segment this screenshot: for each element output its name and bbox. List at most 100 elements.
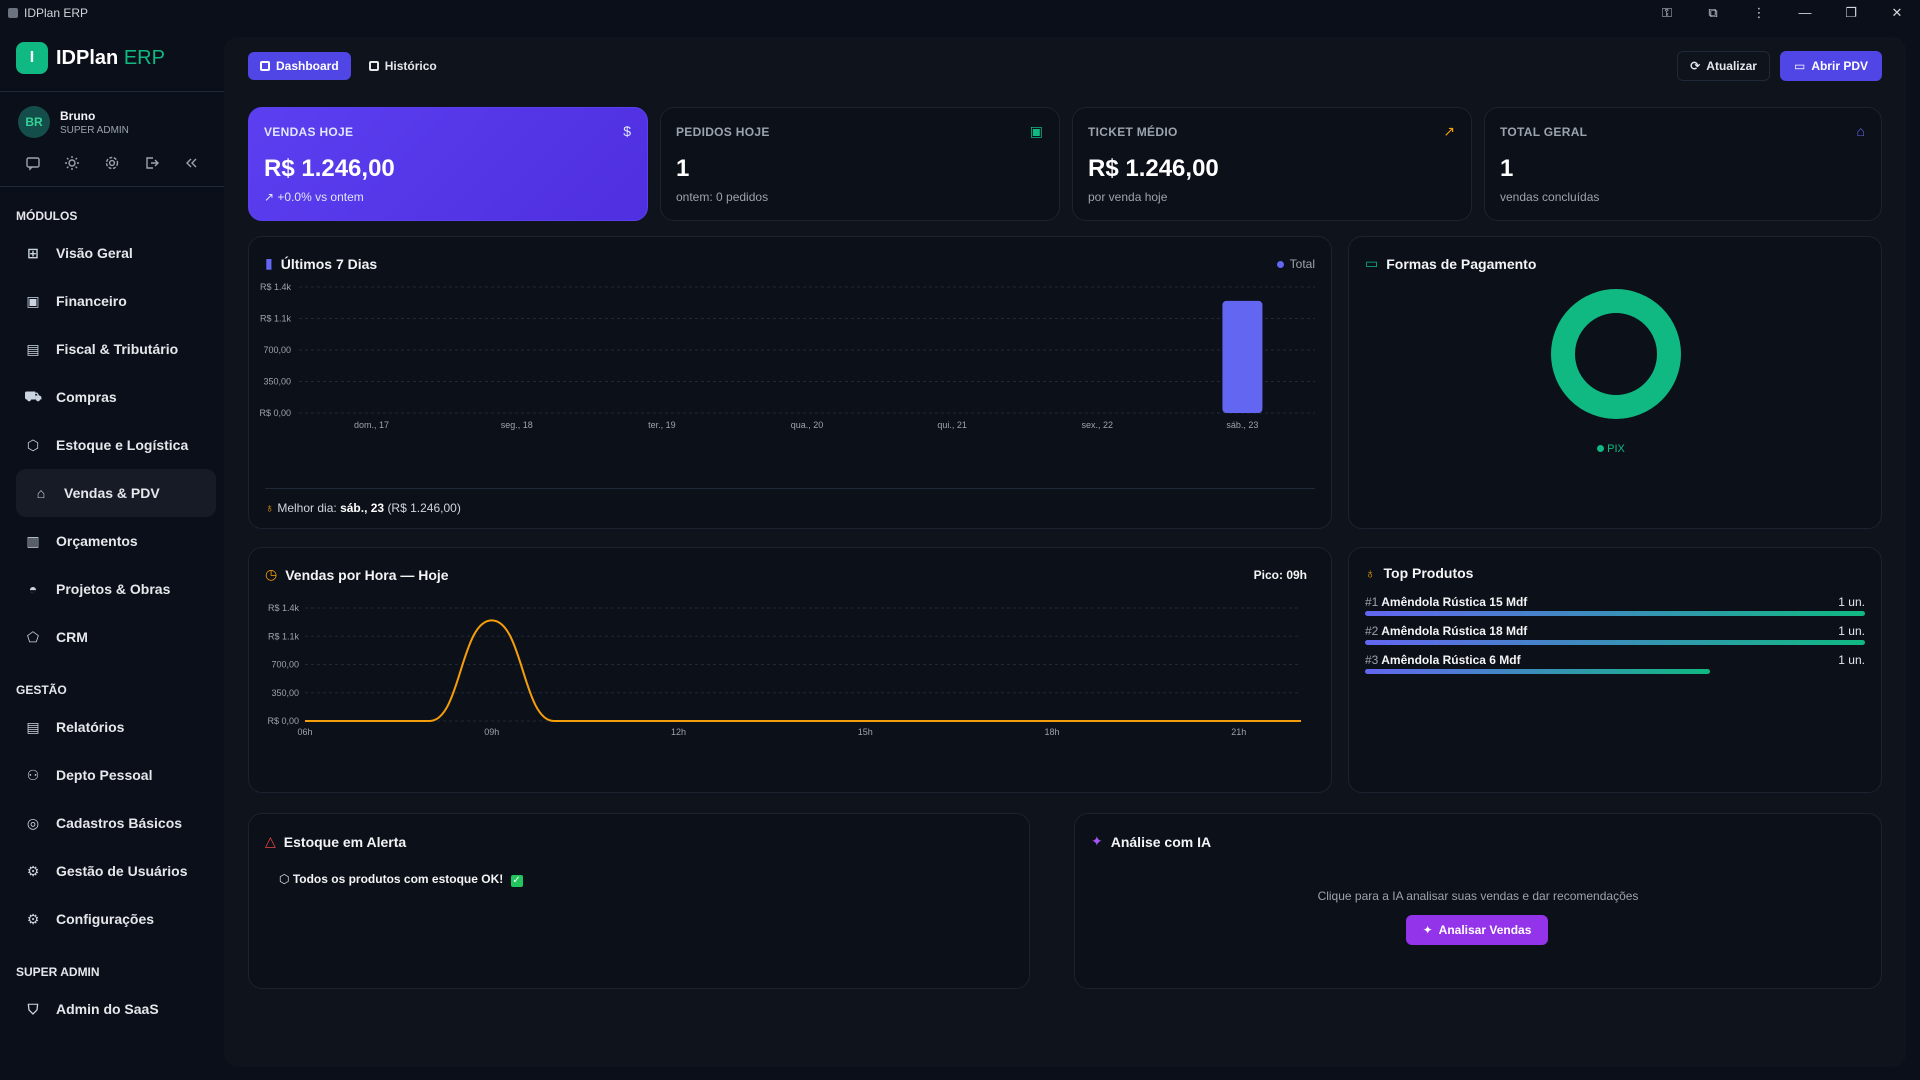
x-tick-label: qui., 21 — [937, 420, 967, 430]
product-name: #2 Amêndola Rústica 18 Mdf — [1365, 624, 1528, 638]
product-row: #1 Amêndola Rústica 15 Mdf 1 un. — [1365, 595, 1865, 619]
sidebar-item-admin-do-saas[interactable]: ⛉ Admin do SaaS — [0, 985, 224, 1033]
bar-chart: R$ 0,00 350,00 700,00 R$ 1.1k R$ 1.4k dom., 1… — [259, 282, 1315, 430]
legend-label: Total — [1289, 257, 1315, 271]
x-tick-label: 09h — [484, 727, 499, 737]
kpi-label: PEDIDOS HOJE — [676, 125, 770, 139]
sidebar-item-visao-geral[interactable]: ⊞ Visão Geral — [0, 229, 224, 277]
kpi-label: TICKET MÉDIO — [1088, 125, 1178, 139]
y-tick-label: R$ 1.4k — [260, 282, 292, 292]
donut-chart — [1551, 289, 1681, 419]
sidebar-item-vendas-pdv[interactable]: ⌂ Vendas & PDV — [16, 469, 216, 517]
sidebar-item-label: Cadastros Básicos — [56, 815, 183, 831]
user-name: Bruno — [60, 108, 96, 123]
sidebar-item-cadastros-basicos[interactable]: ◎ Cadastros Básicos — [0, 799, 224, 847]
main-panel: Dashboard Histórico ⟳ Atualizar ▭ Abrir PD… — [224, 37, 1906, 1067]
series-line — [304, 619, 1301, 722]
gear-icon[interactable] — [103, 154, 121, 172]
chart-legend: Total — [1276, 257, 1315, 271]
sidebar-item-gestao-de-usuarios[interactable]: ⚙ Gestão de Usuários — [0, 847, 224, 895]
tab-historico[interactable]: Histórico — [357, 52, 449, 80]
key-icon[interactable]: ⚿ — [1662, 4, 1672, 20]
award-icon: ♁ — [265, 501, 278, 515]
refresh-icon: ⟳ — [1690, 59, 1701, 73]
sidebar-item-orcamentos[interactable]: ▥ Orçamentos — [0, 517, 224, 565]
sidebar-section-title: GESTÃO — [16, 683, 67, 697]
product-rank: #3 — [1365, 653, 1379, 667]
more-vertical-icon[interactable]: ⋮ — [1752, 4, 1766, 20]
topbar: Dashboard Histórico ⟳ Atualizar ▭ Abrir PD… — [248, 51, 1882, 81]
sidebar-section-title: MÓDULOS — [16, 209, 78, 223]
y-tick-label: 350,00 — [271, 688, 299, 698]
y-tick-label: R$ 0,00 — [267, 716, 299, 726]
sidebar-item-depto-pessoal[interactable]: ⚇ Depto Pessoal — [0, 751, 224, 799]
sidebar-item-relatorios[interactable]: ▤ Relatórios — [0, 703, 224, 751]
brand[interactable]: I IDPlan ERP — [0, 25, 224, 91]
sidebar-item-label: Estoque e Logística — [56, 437, 189, 453]
store-icon: ⌂ — [36, 485, 46, 501]
refresh-button[interactable]: ⟳ Atualizar — [1677, 51, 1770, 81]
ai-hint: Clique para a IA analisar suas vendas e … — [1317, 889, 1639, 903]
sidebar-item-label: Admin do SaaS — [56, 1001, 159, 1017]
sidebar-item-label: Configurações — [56, 911, 155, 927]
maximize-button[interactable]: ❐ — [1845, 4, 1857, 20]
sidebar-item-configuracoes[interactable]: ⚙ Configurações — [0, 895, 224, 943]
legend-dot — [1597, 445, 1605, 452]
logout-icon[interactable] — [143, 154, 161, 172]
bar-chart-icon: ▮ — [265, 255, 273, 271]
database-icon: ◎ — [26, 814, 40, 831]
sidebar-item-crm[interactable]: ⬠ CRM — [0, 613, 224, 661]
card-ai-analysis: ✦ Análise com IA Clique para a IA analisa… — [1074, 813, 1882, 989]
extensions-icon[interactable]: ⧉ — [1708, 4, 1718, 20]
tab-dashboard[interactable]: Dashboard — [248, 52, 351, 80]
sun-icon[interactable] — [64, 154, 82, 172]
card-title: ▮ Últimos 7 Dias — [265, 255, 378, 272]
open-pdv-button[interactable]: ▭ Abrir PDV — [1779, 51, 1882, 81]
stock-ok-message: ⬡ Todos os produtos com estoque OK! ✓ — [279, 872, 523, 887]
x-tick-label: dom., 17 — [354, 420, 389, 430]
kpi-value: R$ 1.246,00 — [264, 155, 395, 182]
product-qty: 1 un. — [1838, 595, 1865, 609]
package-icon: ⬡ — [279, 872, 293, 886]
tab-historico-label: Histórico — [384, 59, 437, 73]
sidebar-item-fiscal-tributario[interactable]: ▤ Fiscal & Tributário — [0, 325, 224, 373]
product-name: #3 Amêndola Rústica 6 Mdf — [1365, 653, 1521, 667]
y-tick-label: R$ 1.1k — [268, 631, 300, 641]
window-titlebar: IDPlan ERP ⚿ ⧉ ⋮ — ❐ ✕ — [0, 0, 1920, 25]
divider — [0, 91, 224, 92]
chat-icon[interactable] — [24, 154, 42, 172]
close-button[interactable]: ✕ — [1891, 4, 1903, 20]
user-actions — [0, 146, 224, 186]
y-tick-label: R$ 1.1k — [260, 314, 292, 324]
legend-dot — [1276, 261, 1284, 268]
users-icon: ⚇ — [26, 766, 40, 783]
kpi-value: 1 — [1500, 155, 1514, 182]
sidebar-item-label: Compras — [56, 389, 117, 405]
y-tick-label: 700,00 — [271, 660, 299, 670]
card-last-7-days: ▮ Últimos 7 Dias Total R$ 0,00 350,00 700,0… — [248, 236, 1332, 529]
box-icon: ⬡ — [26, 436, 40, 453]
legend-label: PIX — [1607, 443, 1625, 455]
y-tick-label: 350,00 — [263, 377, 291, 387]
sidebar-nav: MÓDULOS ⊞ Visão Geral ▣ Financeiro ▤ Fiscal & … — [0, 209, 224, 1033]
brand-suffix: ERP — [123, 46, 165, 69]
product-row: #2 Amêndola Rústica 18 Mdf 1 un. — [1365, 624, 1865, 648]
award-icon: ♁ — [1365, 565, 1376, 581]
user-role: SUPER ADMIN — [60, 124, 129, 136]
sidebar-item-projetos-obras[interactable]: ◓ Projetos & Obras — [0, 565, 224, 613]
sidebar-item-label: Orçamentos — [56, 533, 138, 549]
y-tick-label: R$ 1.4k — [268, 603, 300, 613]
trending-up-icon: ↗ — [1443, 123, 1455, 139]
collapse-icon[interactable] — [182, 154, 200, 172]
kpi-label: VENDAS HOJE — [264, 125, 354, 139]
bar — [1222, 300, 1263, 413]
x-tick-label: sex., 22 — [1082, 420, 1114, 430]
sidebar-item-compras[interactable]: ⛟ Compras — [0, 373, 224, 421]
sidebar-item-estoque-e-logistica[interactable]: ⬡ Estoque e Logística — [0, 421, 224, 469]
best-day: ♁ Melhor dia: sáb., 23 (R$ 1.246,00) — [265, 501, 461, 515]
minimize-button[interactable]: — — [1798, 5, 1812, 20]
card-title: ✦ Análise com IA — [1091, 833, 1212, 850]
dollar-icon: $ — [623, 123, 631, 139]
sidebar-item-financeiro[interactable]: ▣ Financeiro — [0, 277, 224, 325]
analyze-sales-button[interactable]: ✦ Analisar Vendas — [1406, 915, 1548, 945]
